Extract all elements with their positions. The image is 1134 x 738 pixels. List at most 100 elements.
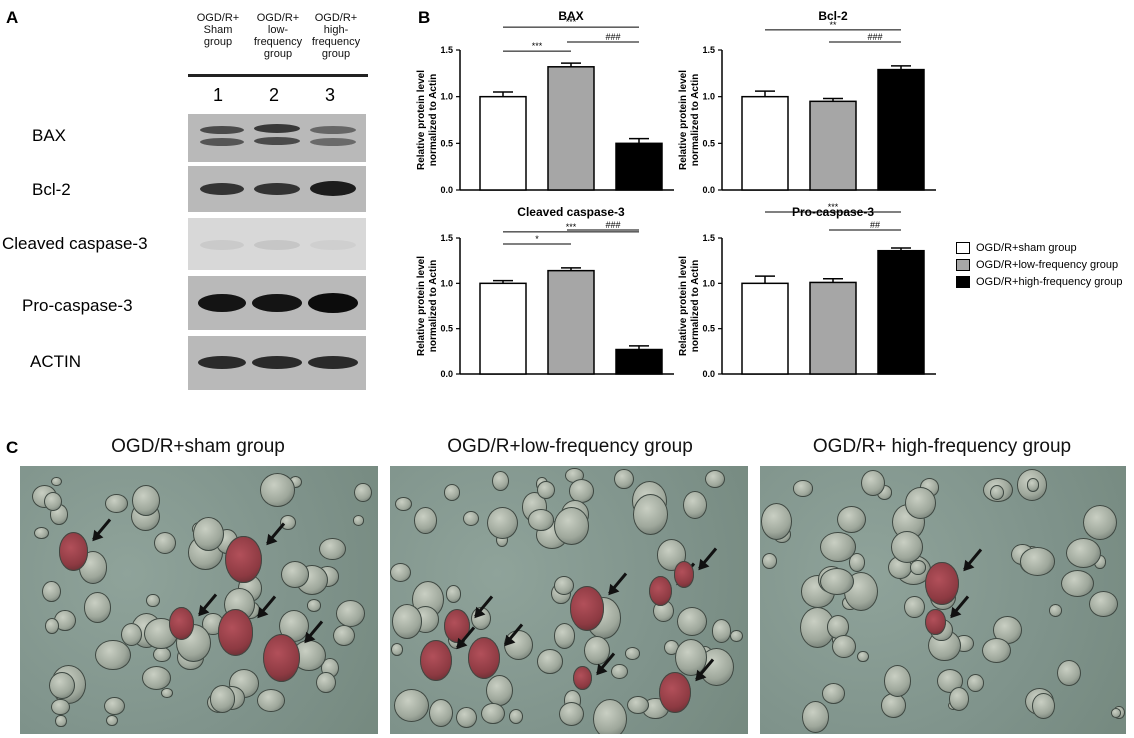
blot-strip-pro-caspase3 bbox=[188, 276, 366, 330]
y-axis-label-line1: Relative protein level bbox=[416, 70, 427, 170]
cell bbox=[51, 476, 62, 486]
significance-label: *** bbox=[566, 222, 577, 232]
cell bbox=[105, 714, 118, 727]
cell bbox=[821, 682, 846, 704]
cell bbox=[568, 479, 595, 504]
cell bbox=[161, 688, 173, 698]
cell bbox=[481, 702, 505, 724]
micrograph-high-frequency bbox=[760, 466, 1126, 734]
cell bbox=[711, 619, 732, 643]
cell bbox=[553, 506, 590, 545]
blot-strip-bax bbox=[188, 114, 366, 162]
cell bbox=[802, 701, 829, 733]
panel-label-a: A bbox=[6, 8, 19, 27]
legend-item-low: OGD/R+low-frequency group bbox=[956, 259, 1118, 271]
arrow-marker bbox=[962, 548, 982, 571]
stained-cell bbox=[58, 532, 89, 571]
cell bbox=[1020, 547, 1056, 576]
cell bbox=[826, 614, 850, 639]
cell bbox=[509, 709, 524, 724]
y-axis-label-line2: normalized to Actin bbox=[428, 260, 439, 352]
cell bbox=[704, 469, 726, 488]
stained-cell bbox=[420, 640, 452, 682]
legend-item-sham: OGD/R+sham group bbox=[956, 242, 1077, 254]
cell bbox=[259, 473, 295, 507]
blot-strip-bcl2 bbox=[188, 166, 366, 212]
stained-cell bbox=[925, 608, 946, 636]
bar-high bbox=[877, 68, 925, 191]
cell bbox=[632, 493, 669, 536]
cell bbox=[209, 685, 236, 713]
cell bbox=[153, 646, 171, 663]
cell bbox=[446, 585, 462, 603]
cell bbox=[83, 592, 112, 623]
cell bbox=[558, 701, 585, 727]
cell bbox=[487, 507, 519, 540]
cell bbox=[352, 515, 364, 526]
cell bbox=[192, 517, 224, 552]
y-axis-label-line1: Relative protein level bbox=[416, 256, 427, 356]
stained-cell bbox=[648, 575, 672, 606]
micrograph-title-low: OGD/R+low-frequency group bbox=[447, 436, 693, 457]
blot-label-pro-caspase3: Pro-caspase-3 bbox=[22, 296, 133, 315]
cell bbox=[34, 527, 49, 540]
micrograph-low-frequency bbox=[390, 466, 748, 734]
cell bbox=[48, 671, 75, 700]
chart-title: BAX bbox=[558, 9, 583, 23]
cell bbox=[819, 567, 854, 595]
y-tick-label: 0.0 bbox=[702, 369, 715, 379]
lane-number-1: 1 bbox=[212, 85, 223, 105]
stained-cell bbox=[673, 561, 694, 588]
cell bbox=[832, 635, 856, 659]
cell bbox=[306, 598, 322, 612]
cell bbox=[463, 510, 480, 526]
bar-sham bbox=[479, 282, 527, 375]
cell bbox=[904, 596, 925, 619]
cell bbox=[1057, 659, 1082, 687]
cell bbox=[153, 531, 176, 554]
cell bbox=[142, 666, 172, 690]
significance-label: *** bbox=[828, 202, 839, 212]
lane-header-1: OGD/R+ Sham group bbox=[196, 12, 240, 48]
cell bbox=[1065, 538, 1101, 569]
stained-cell bbox=[217, 609, 254, 656]
cell bbox=[614, 468, 634, 489]
cell bbox=[391, 603, 423, 640]
cell bbox=[611, 663, 629, 680]
arrow-marker bbox=[257, 595, 277, 618]
y-tick-label: 1.0 bbox=[702, 92, 715, 102]
cell bbox=[683, 491, 707, 519]
blot-label-actin: ACTIN bbox=[30, 352, 81, 371]
cell bbox=[553, 622, 576, 649]
bar-sham bbox=[741, 95, 789, 191]
y-tick-label: 1.5 bbox=[702, 233, 715, 243]
bar-low bbox=[809, 100, 857, 191]
lane-header-3: OGD/R+ high- frequency group bbox=[311, 12, 361, 60]
y-axis-label-line1: Relative protein level bbox=[678, 256, 689, 356]
stained-cell bbox=[573, 666, 593, 691]
micrograph-title-high: OGD/R+ high-frequency group bbox=[812, 436, 1072, 457]
cell bbox=[414, 507, 437, 534]
bar-sham bbox=[741, 282, 789, 375]
cell bbox=[391, 643, 404, 656]
legend-label-sham: OGD/R+sham group bbox=[976, 242, 1077, 254]
significance-label: ** bbox=[829, 20, 837, 30]
cell bbox=[762, 553, 778, 570]
cell bbox=[131, 485, 160, 517]
bar-high bbox=[877, 249, 925, 375]
y-tick-label: 0.0 bbox=[702, 185, 715, 195]
bar-low bbox=[547, 269, 595, 375]
y-axis-label-line2: normalized to Actin bbox=[690, 260, 701, 352]
cell bbox=[625, 647, 641, 660]
cell bbox=[485, 674, 514, 707]
bar-sham bbox=[479, 95, 527, 191]
cell bbox=[443, 483, 461, 501]
cell bbox=[967, 674, 985, 692]
stained-cell bbox=[659, 671, 692, 714]
y-tick-label: 0.5 bbox=[702, 324, 715, 334]
cell bbox=[429, 699, 454, 728]
panel-label-c: C bbox=[6, 438, 19, 457]
arrow-marker bbox=[266, 522, 286, 545]
legend-label-low: OGD/R+low-frequency group bbox=[976, 259, 1119, 271]
